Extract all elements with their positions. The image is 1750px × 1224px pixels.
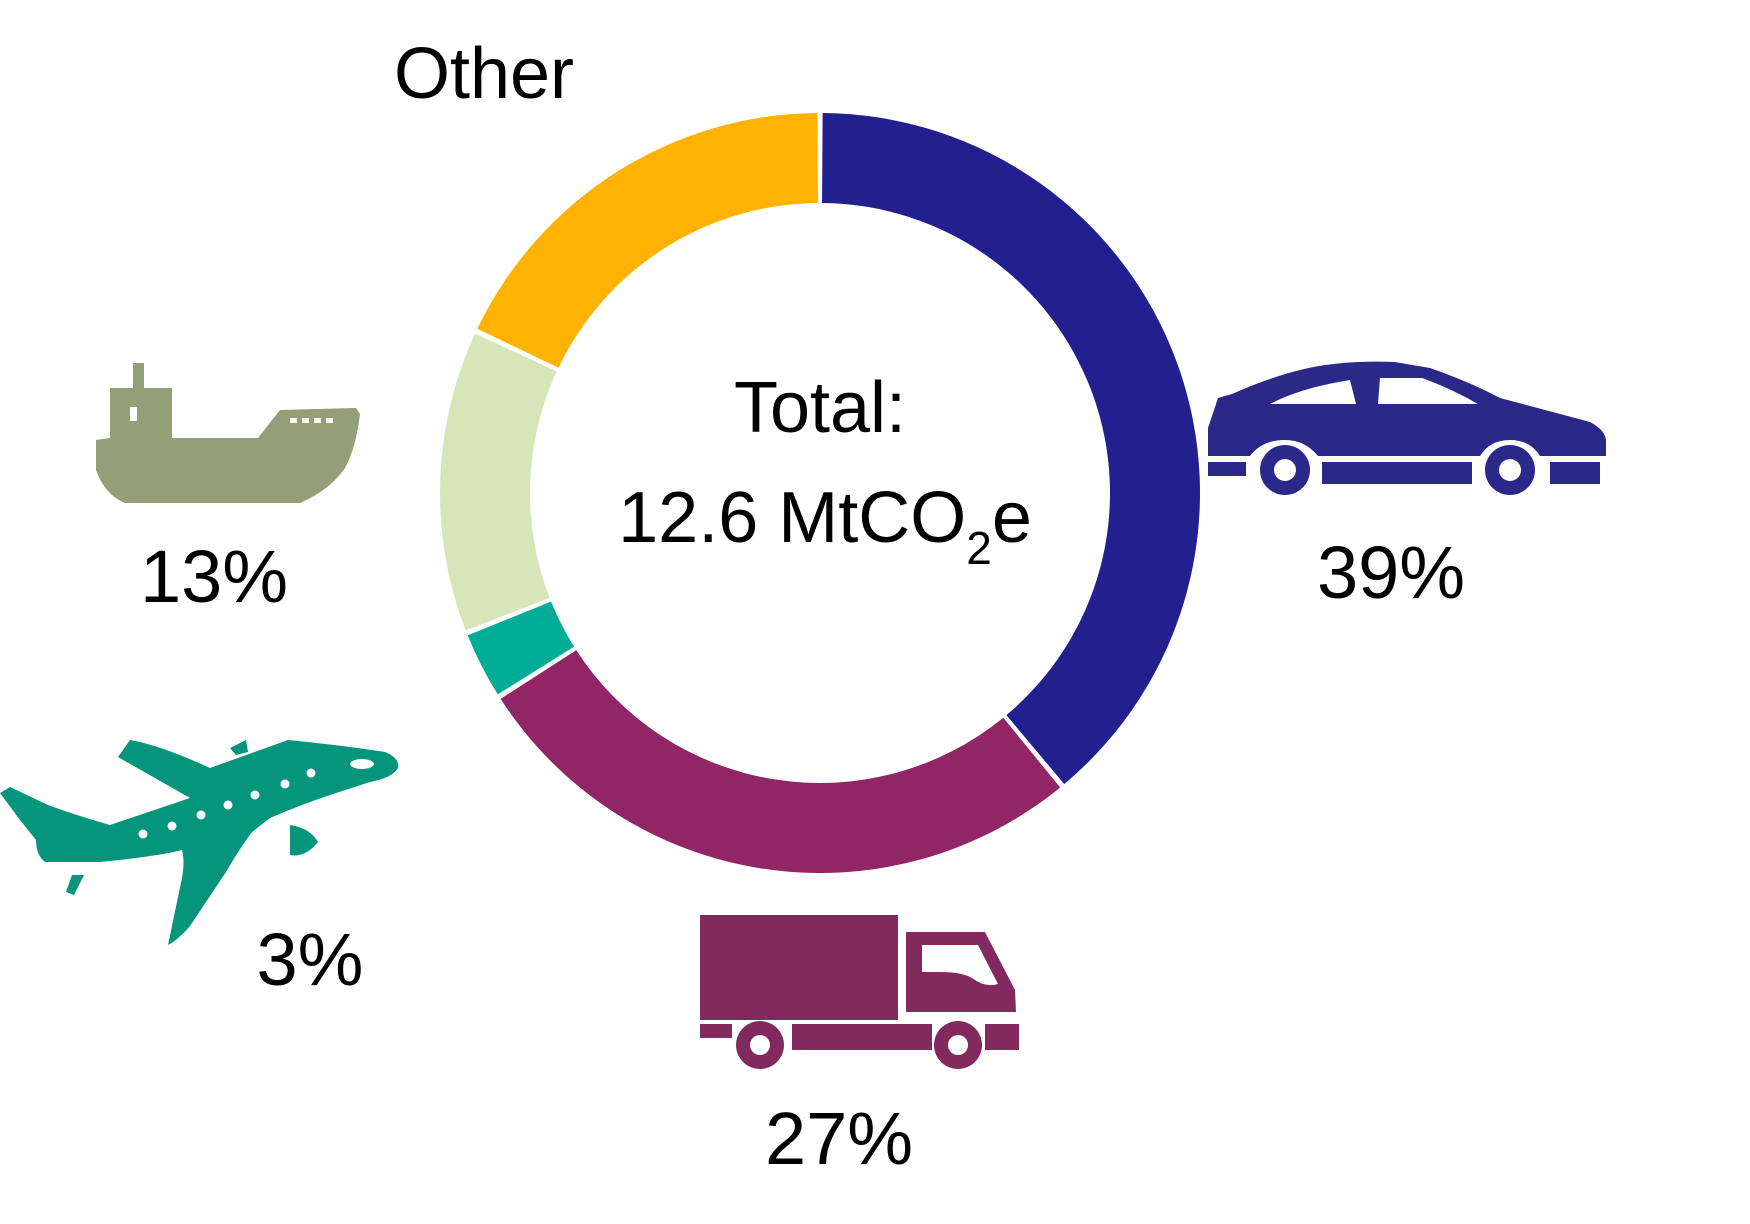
donut-slice-ship [439,333,557,631]
center-total: Total: 12.6 MtCO2e [618,368,1032,574]
donut-slices [439,113,1201,873]
center-total-label: Total: [734,368,906,448]
slice-percent-airplane: 3% [257,918,364,1001]
center-total-unit-subscript: 2 [966,522,992,574]
ship-icon [96,363,360,503]
donut-slice-truck [500,650,1061,873]
center-total-number: 12.6 [618,478,758,558]
center-total-value: 12.6 MtCO2e [618,478,1032,574]
donut-slice-airplane [467,601,575,695]
slice-percent-ship: 13% [140,535,288,618]
airplane-icon [0,740,399,945]
center-total-unit-suffix: e [992,478,1032,558]
slice-percent-car: 39% [1317,531,1465,614]
car-icon [1208,361,1606,495]
slice-percent-truck: 27% [765,1097,913,1180]
donut-slice-car [822,113,1201,785]
center-total-unit: MtCO [778,478,966,558]
truck-icon [700,915,1019,1069]
slice-label-other: Other [394,34,574,114]
donut-slice-other [477,113,818,368]
